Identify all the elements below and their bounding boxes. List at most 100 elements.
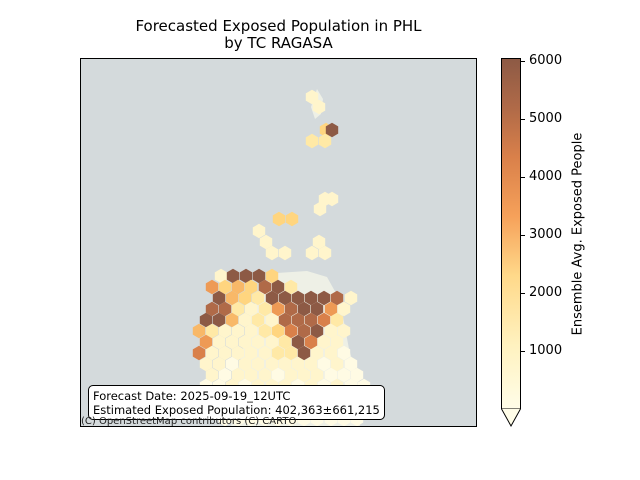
hexbin-cell xyxy=(337,367,351,383)
hexbin-cell xyxy=(205,323,219,339)
hexbin-cell xyxy=(231,279,245,295)
hexbin-cell xyxy=(284,345,298,361)
hexbin-cell xyxy=(244,345,258,361)
hexbin-cell xyxy=(225,290,239,306)
hexbin-cell xyxy=(284,323,298,339)
hexbin-cell xyxy=(244,367,258,383)
hexbin-cell xyxy=(218,279,232,295)
hexbin-cell xyxy=(330,334,344,350)
hexbin-cell xyxy=(238,356,252,372)
hexbin-cell xyxy=(205,345,219,361)
title-line-2: by TC RAGASA xyxy=(224,34,333,52)
hexbin-cell xyxy=(284,301,298,317)
hexbin-cell xyxy=(304,312,318,328)
hexbin-cell xyxy=(214,268,228,284)
hexbin-cell xyxy=(330,312,344,328)
hexbin-cell xyxy=(212,334,226,350)
hexbin-cell xyxy=(297,323,311,339)
hexbin-cell xyxy=(317,290,331,306)
colorbar-tick xyxy=(521,234,525,236)
hexbin-cell xyxy=(324,367,338,383)
hexbin-cell xyxy=(218,367,232,383)
hexbin-cell xyxy=(278,334,292,350)
hexbin-cell xyxy=(238,290,252,306)
hexbin-cell xyxy=(305,133,319,149)
hexbin-cell xyxy=(259,234,273,250)
hexbin-cell xyxy=(265,268,279,284)
hexbin-cell xyxy=(317,356,331,372)
title-line-1: Forecasted Exposed Population in PHL xyxy=(135,17,422,35)
hexbin-cell xyxy=(265,290,279,306)
hexbin-cell xyxy=(271,279,285,295)
hexbin-cell xyxy=(231,323,245,339)
hexbin-cell xyxy=(271,345,285,361)
hexbin-cell xyxy=(265,334,279,350)
hexbin-cell xyxy=(205,279,219,295)
hexbin-cell xyxy=(305,89,319,105)
hexbin-cell xyxy=(291,312,305,328)
hexbin-cell xyxy=(238,334,252,350)
hexbin-cell xyxy=(226,268,240,284)
hexbin-cell xyxy=(324,345,338,361)
hexbin-cell xyxy=(317,312,331,328)
hexbin-cell xyxy=(199,334,213,350)
map-panel[interactable] xyxy=(80,58,477,427)
hexbin-cell xyxy=(244,279,258,295)
hexbin-cell xyxy=(317,334,331,350)
hexbin-cell xyxy=(310,367,324,383)
hexbin-cell xyxy=(251,312,265,328)
hexbin-cell xyxy=(318,133,332,149)
hexbin-cell xyxy=(251,356,265,372)
hexbin-cell xyxy=(284,367,298,383)
hexbin-cell xyxy=(278,356,292,372)
colorbar xyxy=(501,58,521,409)
hexbin-cell xyxy=(324,301,338,317)
hexbin-cell xyxy=(291,290,305,306)
hexbin-cell xyxy=(238,312,252,328)
colorbar-tick-label: 2000 xyxy=(529,284,563,300)
hexbin-cell xyxy=(192,323,206,339)
colorbar-tick-label: 6000 xyxy=(529,52,563,68)
exposed-population-text: Estimated Exposed Population: 402,363±66… xyxy=(93,403,380,417)
hexbin-cell xyxy=(271,367,285,383)
hexbin-cell xyxy=(258,301,272,317)
hexbin-cell xyxy=(271,301,285,317)
hexbin-map xyxy=(81,59,476,426)
hexbin-cell xyxy=(199,312,213,328)
colorbar-tick xyxy=(521,60,525,62)
hexbin-cell xyxy=(205,301,219,317)
hexbin-cell xyxy=(337,323,351,339)
hexbin-cell xyxy=(265,245,279,261)
hexbin-cell xyxy=(258,323,272,339)
hexbin-cell xyxy=(225,312,239,328)
hexbin-cell xyxy=(199,356,213,372)
hexbin-cell xyxy=(310,345,324,361)
hexbin-cell xyxy=(337,345,351,361)
hexbin-cell xyxy=(330,356,344,372)
hexbin-cell xyxy=(258,279,272,295)
map-attribution: (C) OpenStreetMap contributors (C) CARTO xyxy=(81,416,297,427)
hexbin-cell xyxy=(252,223,266,239)
hexbin-cell xyxy=(312,234,326,250)
hexbin-cell xyxy=(272,211,286,227)
hexbin-cell xyxy=(265,312,279,328)
hexbin-cell xyxy=(212,356,226,372)
colorbar-tick-label: 3000 xyxy=(529,226,563,242)
hexbin-cell xyxy=(265,356,279,372)
hexbin-cell xyxy=(205,367,219,383)
hexbin-cell xyxy=(231,345,245,361)
hexbin-cell xyxy=(285,211,299,227)
forecast-date-text: Forecast Date: 2025-09-19_12UTC xyxy=(93,389,291,403)
hexbin-cell xyxy=(344,290,358,306)
hexbin-cell xyxy=(258,345,272,361)
hexbin-cell xyxy=(297,301,311,317)
hexbin-cell xyxy=(212,290,226,306)
hexbin-cell xyxy=(244,323,258,339)
colorbar-tick-label: 5000 xyxy=(529,110,563,126)
hexbin-cell xyxy=(218,323,232,339)
hexbin-cell xyxy=(310,301,324,317)
hexbin-cell xyxy=(278,290,292,306)
hexbin-cell xyxy=(258,367,272,383)
hexbin-cell xyxy=(305,245,319,261)
hexbin-cell xyxy=(330,290,344,306)
